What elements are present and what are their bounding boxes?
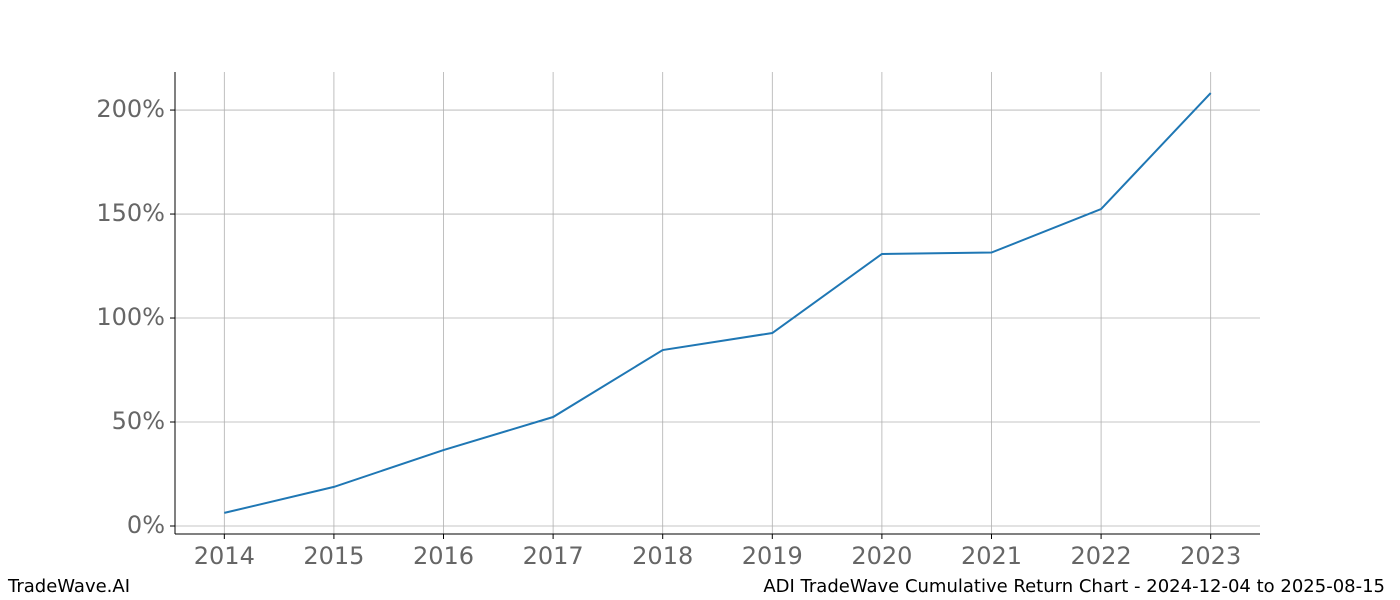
y-tick-label: 200% <box>96 95 165 123</box>
y-tick-label: 100% <box>96 303 165 331</box>
y-tick-label: 50% <box>112 407 165 435</box>
x-tick-label: 2017 <box>523 542 584 570</box>
x-tick-label: 2023 <box>1180 542 1241 570</box>
x-tick-label: 2019 <box>742 542 803 570</box>
source-label: TradeWave.AI <box>7 576 130 597</box>
data-line <box>224 92 1212 514</box>
x-tick-label: 2018 <box>632 542 693 570</box>
y-tick-label: 150% <box>96 199 165 227</box>
x-tick-label: 2022 <box>1071 542 1132 570</box>
x-tick-label: 2021 <box>961 542 1022 570</box>
x-tick-label: 2016 <box>413 542 474 570</box>
x-tick-label: 2014 <box>194 542 255 570</box>
chart-title: ADI TradeWave Cumulative Return Chart - … <box>763 576 1385 597</box>
x-tick-label: 2020 <box>851 542 912 570</box>
x-tick-label: 2015 <box>303 542 364 570</box>
y-tick-label: 0% <box>127 511 165 539</box>
